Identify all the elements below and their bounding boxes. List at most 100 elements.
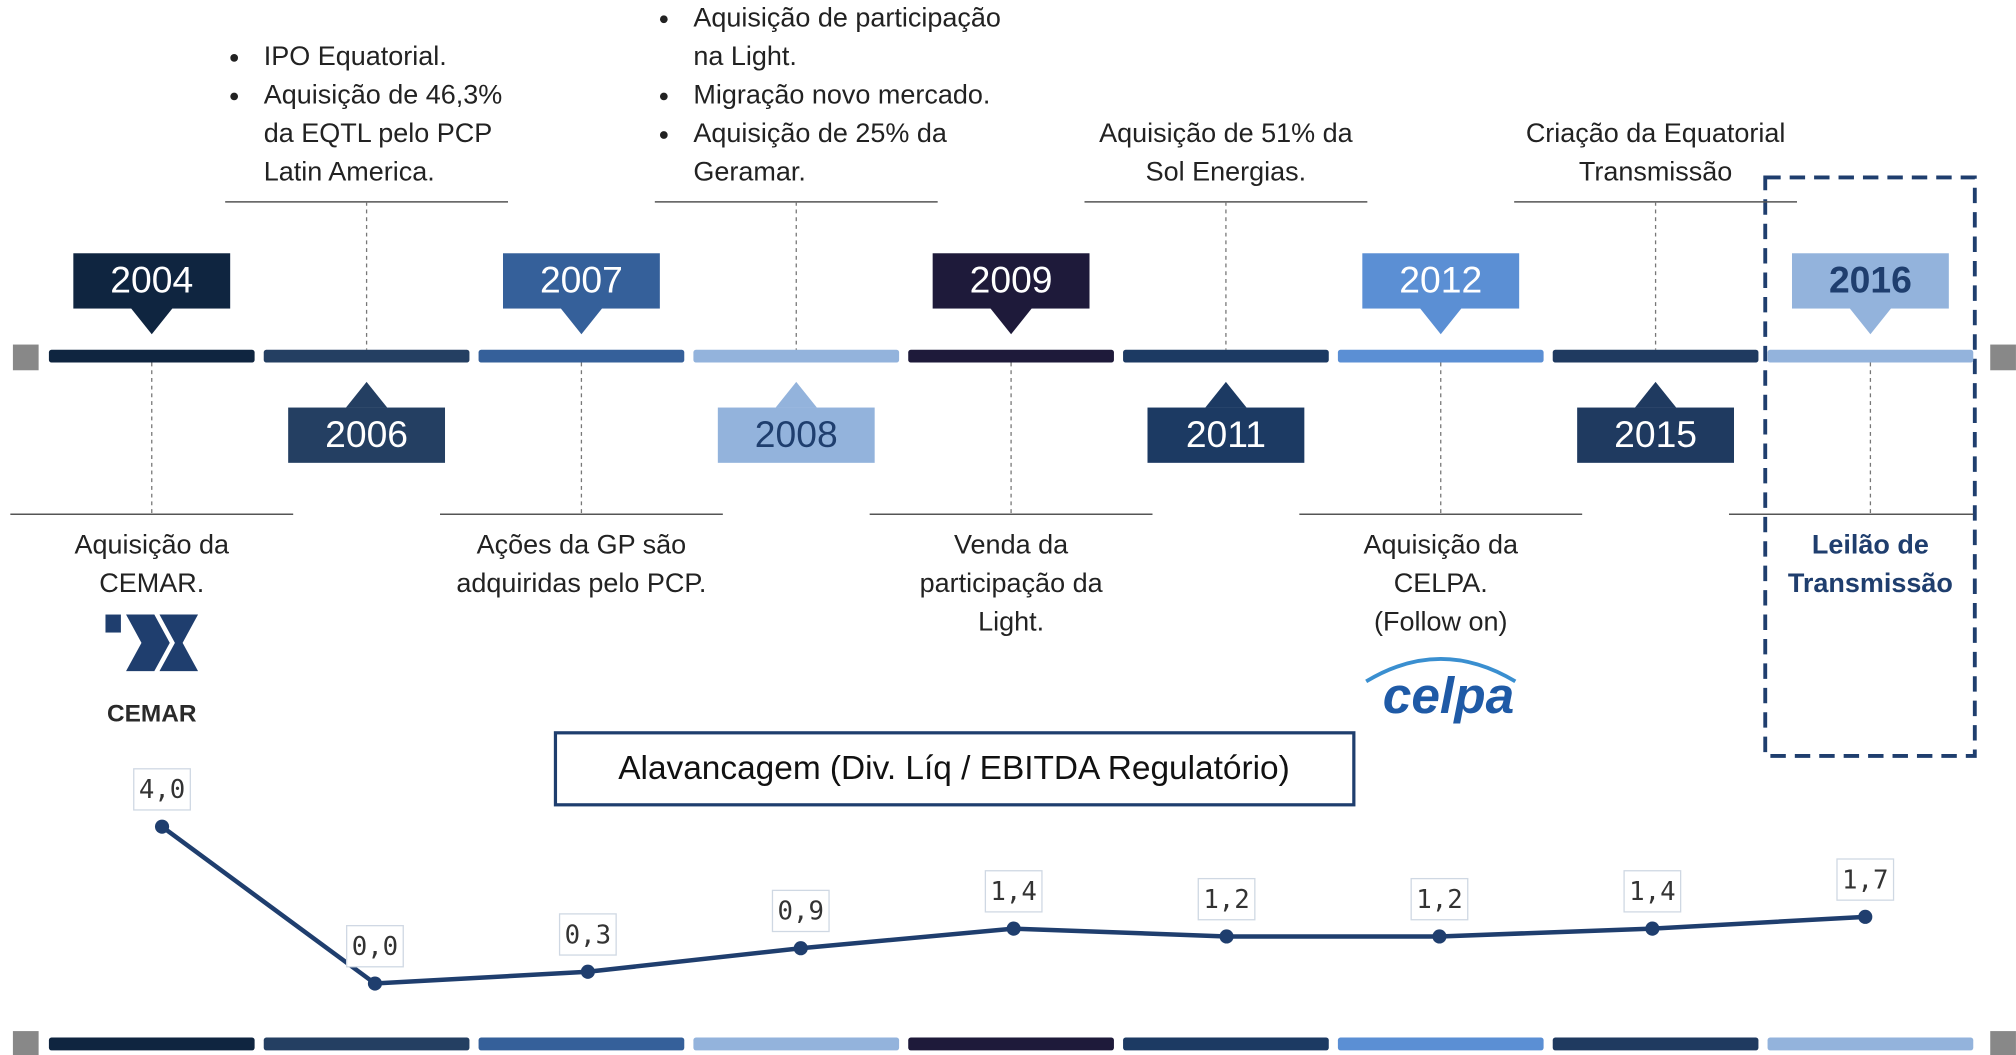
value-label-box bbox=[1836, 858, 1895, 901]
event-text: da EQTL pelo PCP bbox=[264, 118, 492, 148]
year-pointer bbox=[990, 308, 1032, 335]
value-label: 4,0 bbox=[139, 775, 185, 805]
point bbox=[1858, 909, 1873, 924]
value-label-box bbox=[133, 768, 191, 811]
event-text: Aquisição da bbox=[75, 530, 230, 560]
event-text: Geramar. bbox=[693, 157, 805, 187]
value-label-box bbox=[771, 889, 830, 933]
year-pointer bbox=[1849, 308, 1891, 335]
timeline-end bbox=[1990, 344, 2016, 371]
bullet bbox=[230, 92, 239, 101]
value-label-box bbox=[1623, 870, 1682, 913]
value-label-box bbox=[346, 925, 404, 968]
point bbox=[793, 941, 808, 956]
timeline-segment bbox=[478, 1037, 685, 1051]
event-text: Latin America. bbox=[264, 157, 435, 187]
event-text: adquiridas pelo PCP. bbox=[456, 568, 706, 598]
event-text: Ações da GP são bbox=[477, 530, 687, 560]
value-label: 0,0 bbox=[352, 932, 398, 962]
event-text: Leilão de bbox=[1812, 530, 1929, 560]
year-box bbox=[288, 407, 446, 463]
timeline-segment bbox=[263, 1037, 470, 1051]
year-box bbox=[1577, 407, 1735, 463]
event-text: Transmissão bbox=[1788, 568, 1953, 598]
value-label: 1,2 bbox=[1416, 885, 1462, 915]
point bbox=[1432, 929, 1447, 944]
year-box bbox=[1147, 407, 1305, 463]
value-label-box bbox=[558, 913, 617, 956]
timeline-segment bbox=[693, 349, 900, 363]
event-text: CEMAR. bbox=[99, 568, 204, 598]
value-label: 1,2 bbox=[1203, 885, 1249, 915]
year-box bbox=[932, 253, 1090, 309]
bullet bbox=[659, 15, 668, 24]
event-text: Criação da Equatorial bbox=[1526, 118, 1786, 148]
year-box bbox=[717, 407, 875, 463]
point bbox=[1006, 921, 1021, 936]
timeline-segment bbox=[1767, 1037, 1974, 1051]
year-label: 2009 bbox=[970, 259, 1053, 301]
year-label: 2015 bbox=[1614, 413, 1697, 455]
year-pointer bbox=[1635, 381, 1677, 408]
event-text: Light. bbox=[978, 607, 1044, 637]
year-pointer bbox=[775, 381, 817, 408]
bullet bbox=[659, 131, 668, 139]
timeline-segment bbox=[1337, 349, 1544, 363]
event-text: Transmissão bbox=[1579, 157, 1732, 187]
year-label: 2007 bbox=[540, 259, 623, 301]
year-pointer bbox=[131, 308, 173, 335]
year-label: 2008 bbox=[755, 413, 838, 455]
point bbox=[367, 976, 383, 991]
year-pointer bbox=[1205, 381, 1247, 408]
bullet bbox=[230, 53, 239, 62]
event-text: na Light. bbox=[693, 41, 797, 71]
event-text: Aquisição de 46,3% bbox=[264, 80, 503, 110]
event-text: Aquisição de participação bbox=[693, 2, 1001, 32]
cemar-logo-mark bbox=[159, 614, 199, 672]
timeline-end bbox=[12, 1031, 39, 1055]
value-label-box bbox=[1197, 877, 1256, 921]
year-box bbox=[1791, 253, 1949, 309]
timeline-segment bbox=[1767, 349, 1974, 363]
year-label: 2006 bbox=[325, 413, 408, 455]
timeline-segment bbox=[1123, 349, 1329, 363]
point bbox=[1219, 929, 1234, 944]
timeline-segment bbox=[478, 349, 685, 363]
year-box bbox=[1362, 253, 1520, 309]
year-pointer bbox=[346, 381, 388, 408]
value-label: 0,9 bbox=[778, 897, 824, 927]
cemar-logo-mark bbox=[105, 614, 121, 633]
event-text: Aquisição da bbox=[1363, 530, 1518, 560]
event-text: Sol Energias. bbox=[1146, 157, 1307, 187]
timeline-segment bbox=[1123, 1037, 1329, 1051]
year-label: 2012 bbox=[1399, 259, 1482, 301]
timeline-segment bbox=[48, 349, 255, 363]
event-text: participação da bbox=[920, 568, 1103, 598]
event-text: CELPA. bbox=[1394, 568, 1488, 598]
event-text: Migração novo mercado. bbox=[693, 80, 990, 110]
year-box bbox=[73, 253, 231, 309]
cemar-logo: CEMAR bbox=[107, 700, 197, 727]
timeline-segment bbox=[1552, 349, 1759, 363]
bullet bbox=[659, 92, 668, 101]
event-text: IPO Equatorial. bbox=[264, 41, 447, 71]
chart-title: Alavancagem (Div. Líq / EBITDA Regulatór… bbox=[618, 750, 1289, 787]
event-text: (Follow on) bbox=[1374, 607, 1507, 637]
year-pointer bbox=[560, 308, 602, 335]
point bbox=[580, 964, 595, 979]
timeline-segment bbox=[263, 349, 470, 363]
highlight-box bbox=[1763, 175, 1977, 758]
value-label: 1,4 bbox=[1629, 877, 1675, 907]
celpa-logo-arc bbox=[1365, 657, 1517, 684]
timeline-segment bbox=[908, 349, 1114, 363]
value-label-box bbox=[1410, 877, 1469, 921]
year-label: 2016 bbox=[1829, 259, 1912, 301]
timeline-segment bbox=[908, 1037, 1114, 1051]
value-label: 1,7 bbox=[1842, 865, 1888, 895]
celpa-logo: celpa bbox=[1383, 666, 1514, 724]
value-label: 0,3 bbox=[565, 920, 611, 950]
timeline-end bbox=[12, 344, 39, 371]
cemar-logo-mark bbox=[126, 614, 170, 672]
year-pointer bbox=[1420, 308, 1462, 335]
timeline-segment bbox=[1337, 1037, 1544, 1051]
